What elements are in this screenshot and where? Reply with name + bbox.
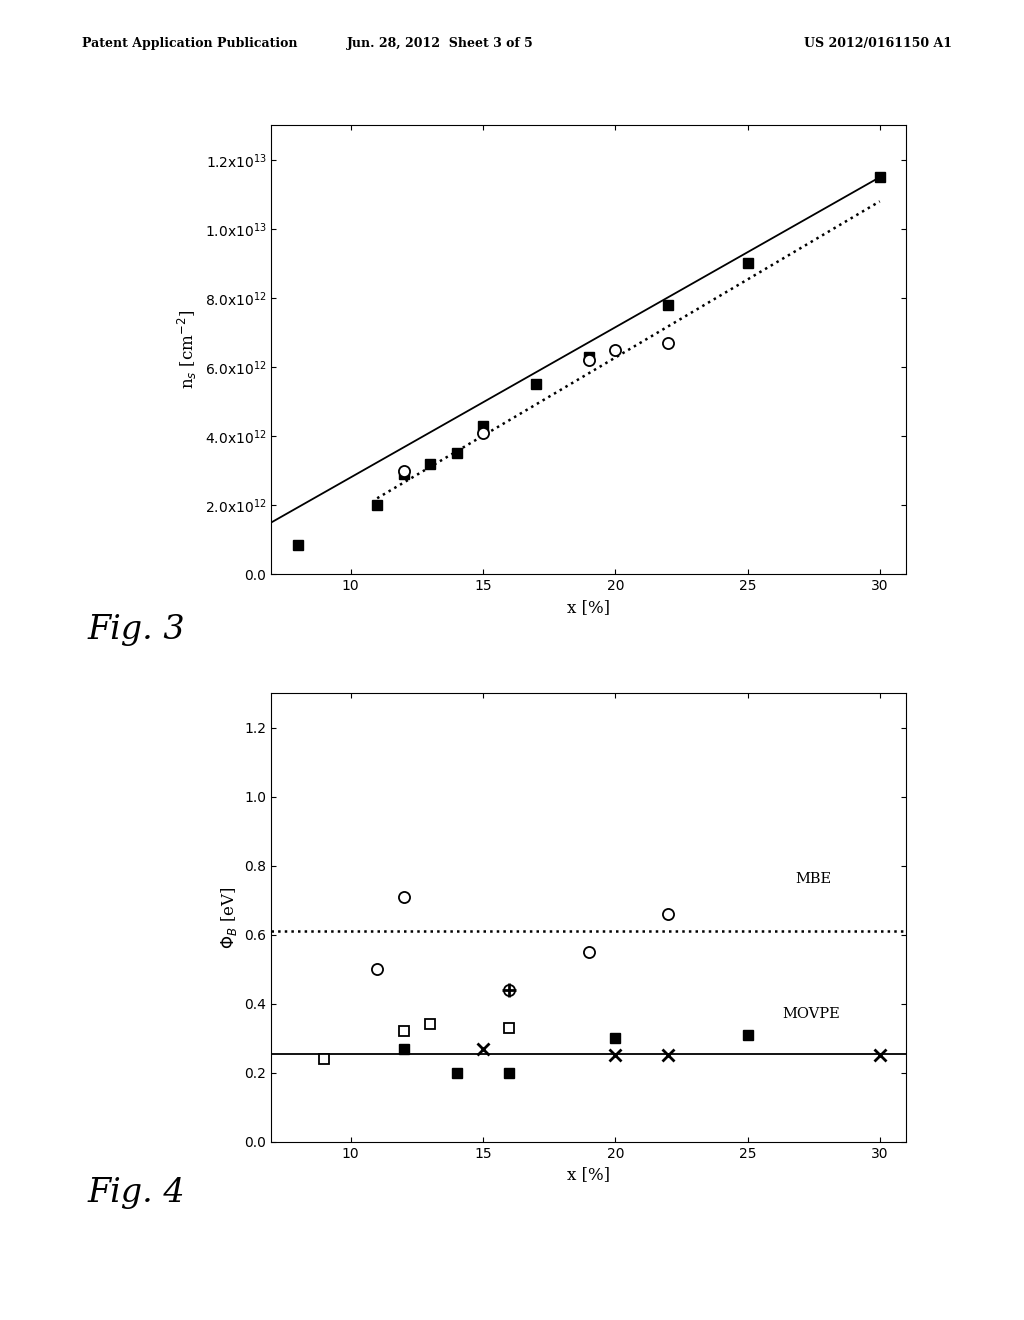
Text: Fig. 4: Fig. 4 (87, 1177, 184, 1209)
Y-axis label: $\Phi_B$ [eV]: $\Phi_B$ [eV] (219, 886, 239, 949)
Text: MBE: MBE (796, 873, 831, 887)
Text: US 2012/0161150 A1: US 2012/0161150 A1 (804, 37, 952, 50)
Text: Patent Application Publication: Patent Application Publication (82, 37, 297, 50)
Y-axis label: n$_s$ [cm$^{-2}$]: n$_s$ [cm$^{-2}$] (176, 310, 200, 389)
Text: Fig. 3: Fig. 3 (87, 614, 184, 645)
Text: MOVPE: MOVPE (782, 1007, 840, 1022)
X-axis label: x [%]: x [%] (567, 1166, 610, 1183)
Text: Jun. 28, 2012  Sheet 3 of 5: Jun. 28, 2012 Sheet 3 of 5 (347, 37, 534, 50)
X-axis label: x [%]: x [%] (567, 598, 610, 615)
